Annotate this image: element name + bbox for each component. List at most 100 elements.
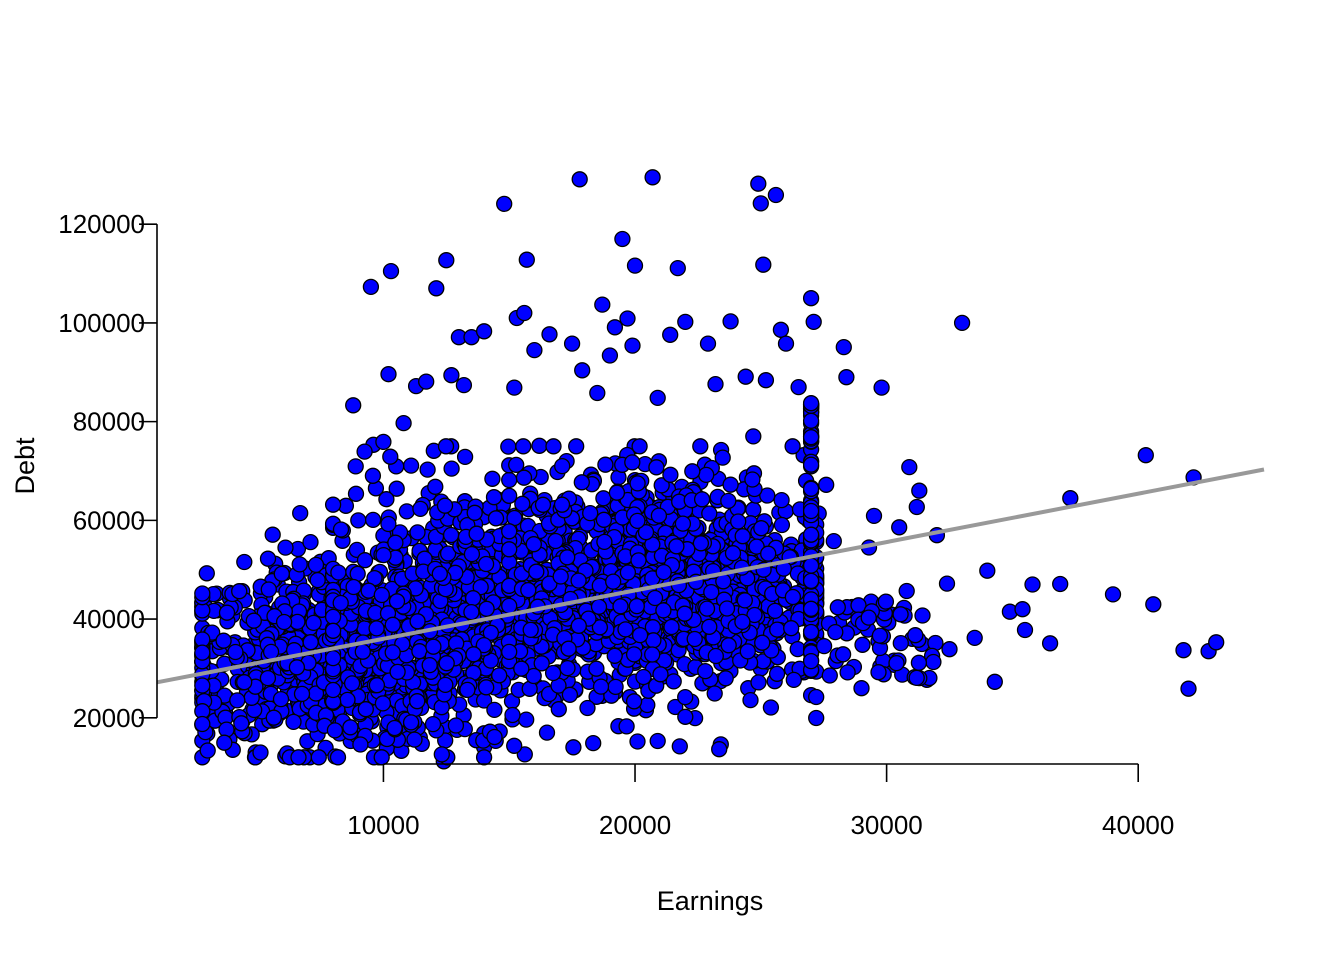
data-point — [773, 516, 791, 534]
data-point — [624, 337, 641, 354]
data-point — [1062, 490, 1079, 507]
data-point — [229, 692, 246, 709]
data-point — [652, 666, 669, 683]
y-axis: 20000 40000 60000 80000 100000 120000 — [58, 209, 158, 733]
data-point — [768, 665, 786, 682]
data-point — [538, 724, 556, 741]
data-point — [648, 459, 665, 476]
data-point — [734, 613, 751, 631]
data-point — [559, 659, 576, 677]
data-point — [526, 341, 543, 359]
data-point — [368, 677, 386, 694]
data-point — [737, 368, 754, 385]
data-point — [589, 384, 606, 402]
data-point — [802, 412, 820, 429]
data-point — [914, 607, 931, 624]
data-point — [697, 662, 714, 680]
data-point — [386, 719, 403, 737]
data-point — [802, 652, 820, 670]
data-point — [501, 643, 518, 661]
data-point — [722, 313, 739, 330]
data-point — [825, 532, 842, 550]
data-point — [860, 609, 877, 626]
data-point — [739, 643, 756, 660]
data-point — [516, 304, 533, 322]
data-point — [608, 484, 626, 501]
data-point — [380, 515, 397, 533]
data-point — [684, 463, 701, 480]
data-point — [606, 647, 623, 664]
data-point — [520, 581, 537, 599]
data-point — [486, 728, 503, 746]
points-layer — [194, 169, 1225, 770]
data-point — [428, 280, 445, 297]
data-point — [324, 622, 342, 639]
data-point — [750, 175, 767, 192]
data-point — [698, 466, 715, 484]
data-point — [769, 621, 786, 638]
data-point — [463, 545, 481, 563]
data-point — [388, 480, 405, 497]
data-point — [272, 690, 290, 708]
x-axis-title: Earnings — [657, 886, 764, 916]
data-point — [216, 734, 233, 751]
data-point — [194, 585, 211, 602]
data-point — [979, 562, 996, 579]
data-point — [907, 627, 924, 644]
data-point — [447, 717, 465, 734]
data-point — [427, 478, 444, 495]
data-point — [501, 597, 518, 615]
data-point — [898, 582, 915, 600]
data-point — [618, 718, 635, 735]
data-point — [692, 438, 709, 455]
data-point — [402, 457, 420, 474]
data-point — [631, 438, 648, 455]
data-point — [431, 565, 448, 582]
data-point — [218, 721, 235, 738]
data-point — [818, 476, 835, 493]
data-point — [802, 395, 820, 412]
data-point — [236, 674, 253, 691]
data-point — [706, 685, 723, 702]
data-point — [513, 660, 530, 677]
data-point — [724, 545, 742, 562]
data-point — [198, 565, 215, 582]
data-point — [754, 634, 771, 651]
data-point — [356, 443, 373, 460]
data-point — [531, 437, 548, 454]
data-point — [676, 605, 693, 622]
data-point — [439, 545, 457, 562]
data-point — [773, 491, 790, 509]
data-point — [707, 375, 724, 393]
data-point — [585, 734, 602, 752]
data-point — [815, 637, 833, 655]
data-point — [373, 749, 390, 766]
data-point — [692, 535, 710, 552]
y-tick-label: 80000 — [73, 407, 145, 437]
data-point — [375, 546, 392, 564]
data-point — [888, 654, 905, 672]
data-point — [515, 438, 532, 455]
data-point — [347, 485, 365, 502]
data-point — [277, 539, 294, 556]
data-point — [901, 458, 918, 476]
data-point — [291, 556, 308, 573]
data-point — [677, 313, 694, 331]
data-point — [854, 636, 871, 653]
data-point — [873, 379, 890, 396]
data-point — [573, 474, 590, 491]
data-point — [501, 523, 518, 540]
data-point — [908, 669, 925, 687]
data-point — [714, 449, 731, 466]
data-point — [892, 634, 909, 652]
data-point — [571, 171, 588, 188]
data-point — [508, 456, 525, 474]
y-tick-label: 60000 — [73, 505, 145, 535]
data-point — [343, 675, 361, 692]
data-point — [568, 438, 585, 455]
data-point — [802, 526, 820, 543]
data-point — [380, 366, 397, 383]
data-point — [388, 593, 406, 610]
data-point — [783, 620, 800, 637]
data-point — [362, 278, 380, 296]
